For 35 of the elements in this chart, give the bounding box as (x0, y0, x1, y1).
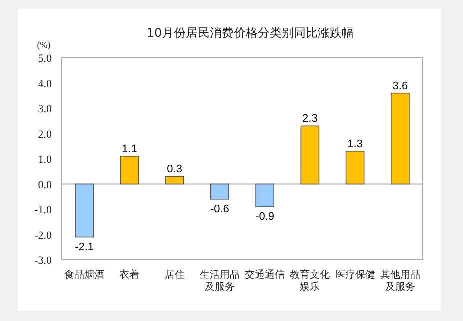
data-label: 1.1 (122, 143, 138, 156)
data-label: -0.6 (210, 203, 230, 216)
y-tick-label: -3.0 (34, 255, 52, 267)
data-label: 2.3 (302, 113, 318, 126)
data-label: -0.9 (256, 210, 275, 223)
y-axis-title: (%) (37, 40, 51, 50)
y-tick-label: 0.0 (38, 179, 52, 192)
y-tick-label: 2.0 (38, 128, 52, 141)
x-tick-label: 其他用品及服务 (380, 269, 420, 293)
x-tick-label: 医疗保健 (335, 269, 376, 281)
x-tick-label: 食品烟酒 (64, 269, 105, 281)
bar (165, 176, 184, 185)
data-label: 0.3 (167, 164, 182, 176)
bar (210, 184, 230, 200)
bar (120, 156, 140, 185)
y-tick-label: 1.0 (38, 154, 52, 166)
x-tick-label: 衣着 (120, 269, 140, 281)
x-tick-label: 生活用品及服务 (200, 269, 240, 293)
y-tick-label: -1.0 (34, 204, 52, 216)
bar (256, 184, 274, 208)
data-label: 1.3 (348, 138, 363, 150)
bar (75, 184, 94, 238)
y-tick-label: 3.0 (38, 104, 52, 116)
y-tick-label: 4.0 (38, 78, 52, 90)
data-label: -2.1 (75, 241, 94, 254)
y-tick-label: -2.0 (34, 230, 52, 242)
x-tick-label: 交通通信 (245, 269, 286, 281)
chart-title: 10月份居民消费价格分类别同比涨跌幅 (146, 26, 354, 40)
y-tick-label: 5.0 (38, 53, 52, 65)
bar (300, 126, 320, 185)
bar (391, 92, 410, 185)
bar (346, 151, 365, 185)
x-tick-label: 教育文化娱乐 (290, 269, 330, 293)
data-label: 3.6 (392, 80, 408, 92)
x-tick-label: 居住 (164, 270, 185, 281)
